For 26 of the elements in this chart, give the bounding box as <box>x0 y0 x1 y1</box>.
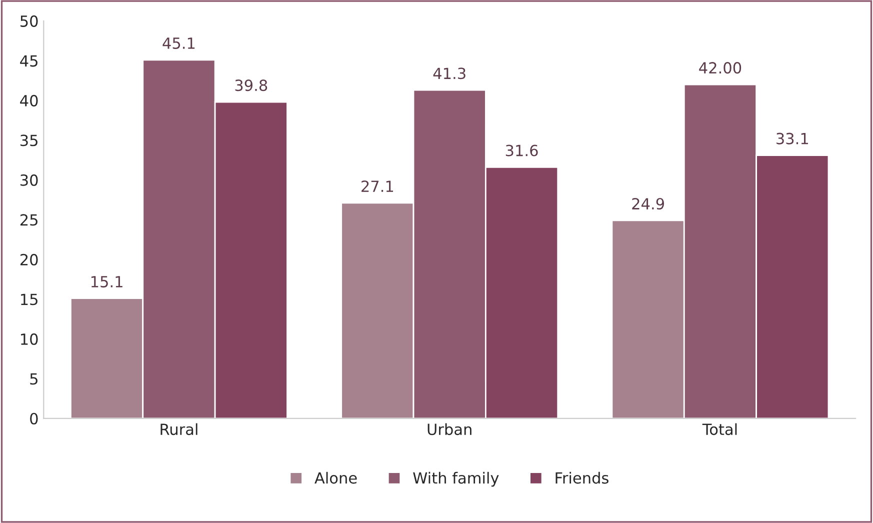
data-label: 39.8 <box>235 80 268 92</box>
data-label: 42.00 <box>699 62 742 74</box>
y-tick-label: 0 <box>30 412 38 424</box>
data-label: 33.1 <box>776 132 808 144</box>
y-tick-label: 15 <box>21 294 38 306</box>
data-label: 31.6 <box>506 144 538 156</box>
y-tick-label: 50 <box>20 15 38 27</box>
x-tick-label: Total <box>702 423 737 436</box>
data-label: 24.9 <box>632 198 664 210</box>
y-tick-label: 45 <box>20 55 38 67</box>
x-tick-label: Rural <box>160 423 198 436</box>
data-label: 45.1 <box>162 38 195 49</box>
y-tick-label: 40 <box>20 94 38 106</box>
data-label: 15.1 <box>91 276 122 288</box>
legend-label: Friends <box>556 472 608 484</box>
x-tick-label: Urban <box>428 423 472 436</box>
data-label: 41.3 <box>433 68 466 80</box>
y-tick-label: 25 <box>20 214 38 226</box>
y-tick-label: 10 <box>21 333 38 345</box>
y-tick-label: 35 <box>20 134 38 146</box>
legend-label: Alone <box>314 472 357 484</box>
data-label: 27.1 <box>362 180 394 192</box>
y-tick-label: 20 <box>20 254 38 266</box>
y-tick-label: 5 <box>30 373 38 385</box>
legend-label: With family <box>413 472 499 487</box>
y-tick-label: 30 <box>20 174 38 186</box>
